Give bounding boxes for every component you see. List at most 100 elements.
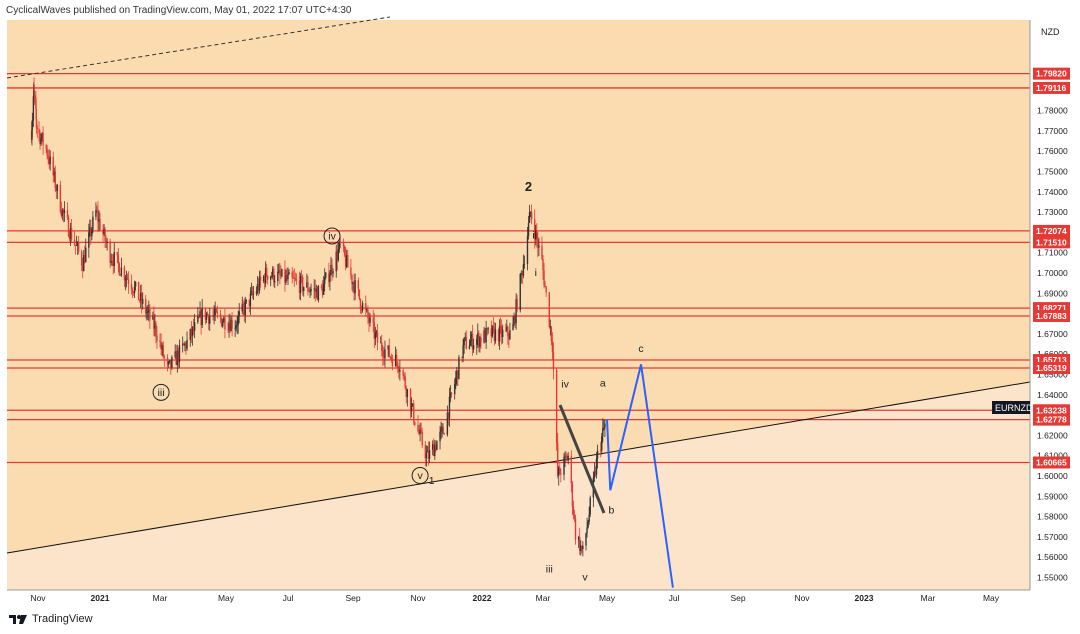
x-tick-label: Mar: [536, 593, 551, 603]
candle-body: [227, 329, 229, 331]
candle-body: [347, 255, 349, 268]
candle-body: [536, 230, 538, 240]
candle-body: [117, 255, 120, 264]
candle-body: [42, 132, 44, 146]
candle-body: [446, 412, 449, 435]
candle-body: [207, 315, 210, 324]
candle-body: [241, 303, 243, 312]
candle-body: [376, 331, 379, 343]
candle-body: [530, 211, 533, 220]
candle-body: [192, 327, 195, 331]
candle-body: [314, 288, 316, 292]
candle-body: [48, 158, 50, 165]
candle-body: [133, 286, 136, 294]
candle-body: [601, 436, 603, 451]
trendline-dashed[interactable]: [6, 16, 391, 79]
candle-body: [147, 311, 149, 313]
candle-body: [274, 281, 276, 283]
candle-body: [464, 336, 466, 338]
level-tag-text: 1.60665: [1036, 458, 1067, 468]
candle-body: [142, 299, 144, 304]
candle-body: [222, 322, 224, 327]
y-tick-label: 1.61000: [1037, 451, 1068, 461]
candle-body: [490, 328, 493, 337]
candle-body: [111, 260, 113, 262]
candle-body: [213, 314, 215, 317]
candle-body: [374, 332, 377, 339]
level-tag-text: 1.68271: [1036, 303, 1067, 313]
candle-body: [373, 322, 376, 339]
candle-body: [321, 287, 324, 295]
candle-body: [104, 228, 106, 242]
candle-body: [176, 350, 179, 366]
wave-label: a: [600, 378, 606, 390]
level-tag: [1033, 404, 1070, 417]
candle-body: [98, 219, 100, 222]
candle-body: [270, 276, 272, 280]
candle-body: [487, 328, 489, 330]
candle-body: [526, 236, 529, 264]
candle-body: [570, 455, 573, 484]
currency-label: NZD: [1041, 27, 1060, 37]
candle-body: [286, 275, 288, 280]
candle-body: [552, 352, 555, 370]
candle-body: [458, 357, 460, 380]
candle-body: [346, 255, 348, 267]
candle-body: [125, 277, 128, 280]
candle-body: [450, 392, 453, 395]
level-tag: [1033, 362, 1070, 375]
candle-body: [138, 300, 141, 301]
level-tag-text: 1.65713: [1036, 355, 1067, 365]
candle-body: [387, 345, 389, 350]
candle-body: [148, 309, 150, 312]
candle-body: [161, 345, 163, 350]
candle-body: [484, 330, 486, 343]
wedge-line[interactable]: [558, 404, 606, 514]
candle-body: [521, 273, 524, 276]
candle-body: [574, 518, 577, 540]
candle-body: [62, 209, 65, 213]
candle-body: [106, 241, 108, 243]
wave-label-circle: [323, 227, 341, 245]
candle-body: [357, 280, 360, 290]
candle-body: [228, 323, 230, 330]
candle-body: [409, 389, 412, 412]
candle-body: [439, 431, 441, 442]
wave-label: iii: [158, 387, 165, 399]
y-tick-label: 1.56000: [1037, 552, 1068, 562]
candle-body: [99, 219, 101, 231]
x-tick-label: May: [599, 593, 616, 603]
candle-body: [294, 278, 297, 280]
candle-body: [237, 315, 239, 325]
candle-body: [375, 331, 378, 333]
candle-body: [433, 444, 435, 457]
candle-body: [559, 467, 561, 474]
candle-body: [145, 299, 147, 314]
footer-brand: TradingView: [32, 613, 93, 625]
candle-body: [113, 252, 115, 266]
candle-body: [395, 354, 398, 363]
candle-body: [35, 108, 37, 120]
candle-body: [55, 188, 57, 191]
candle-body: [579, 536, 581, 551]
candle-body: [571, 483, 574, 507]
candle-body: [126, 277, 129, 280]
trendline-long[interactable]: [6, 381, 1031, 554]
candle-body: [201, 308, 203, 326]
candle-body: [170, 359, 172, 368]
candle-body: [272, 268, 274, 277]
candle-body: [132, 291, 135, 294]
candle-body: [52, 156, 54, 176]
candle-body: [75, 245, 78, 246]
candle-body: [130, 283, 133, 290]
level-tag-text: 1.67883: [1036, 311, 1067, 321]
projection-zigzag[interactable]: [606, 364, 674, 588]
wave-label-circle: [411, 467, 429, 485]
x-tick-label: May: [218, 593, 235, 603]
wave-label: iv: [328, 231, 336, 243]
candle-body: [350, 267, 352, 276]
candle-body: [140, 292, 143, 304]
candle-body: [391, 358, 394, 367]
y-tick-label: 1.78000: [1037, 106, 1068, 116]
